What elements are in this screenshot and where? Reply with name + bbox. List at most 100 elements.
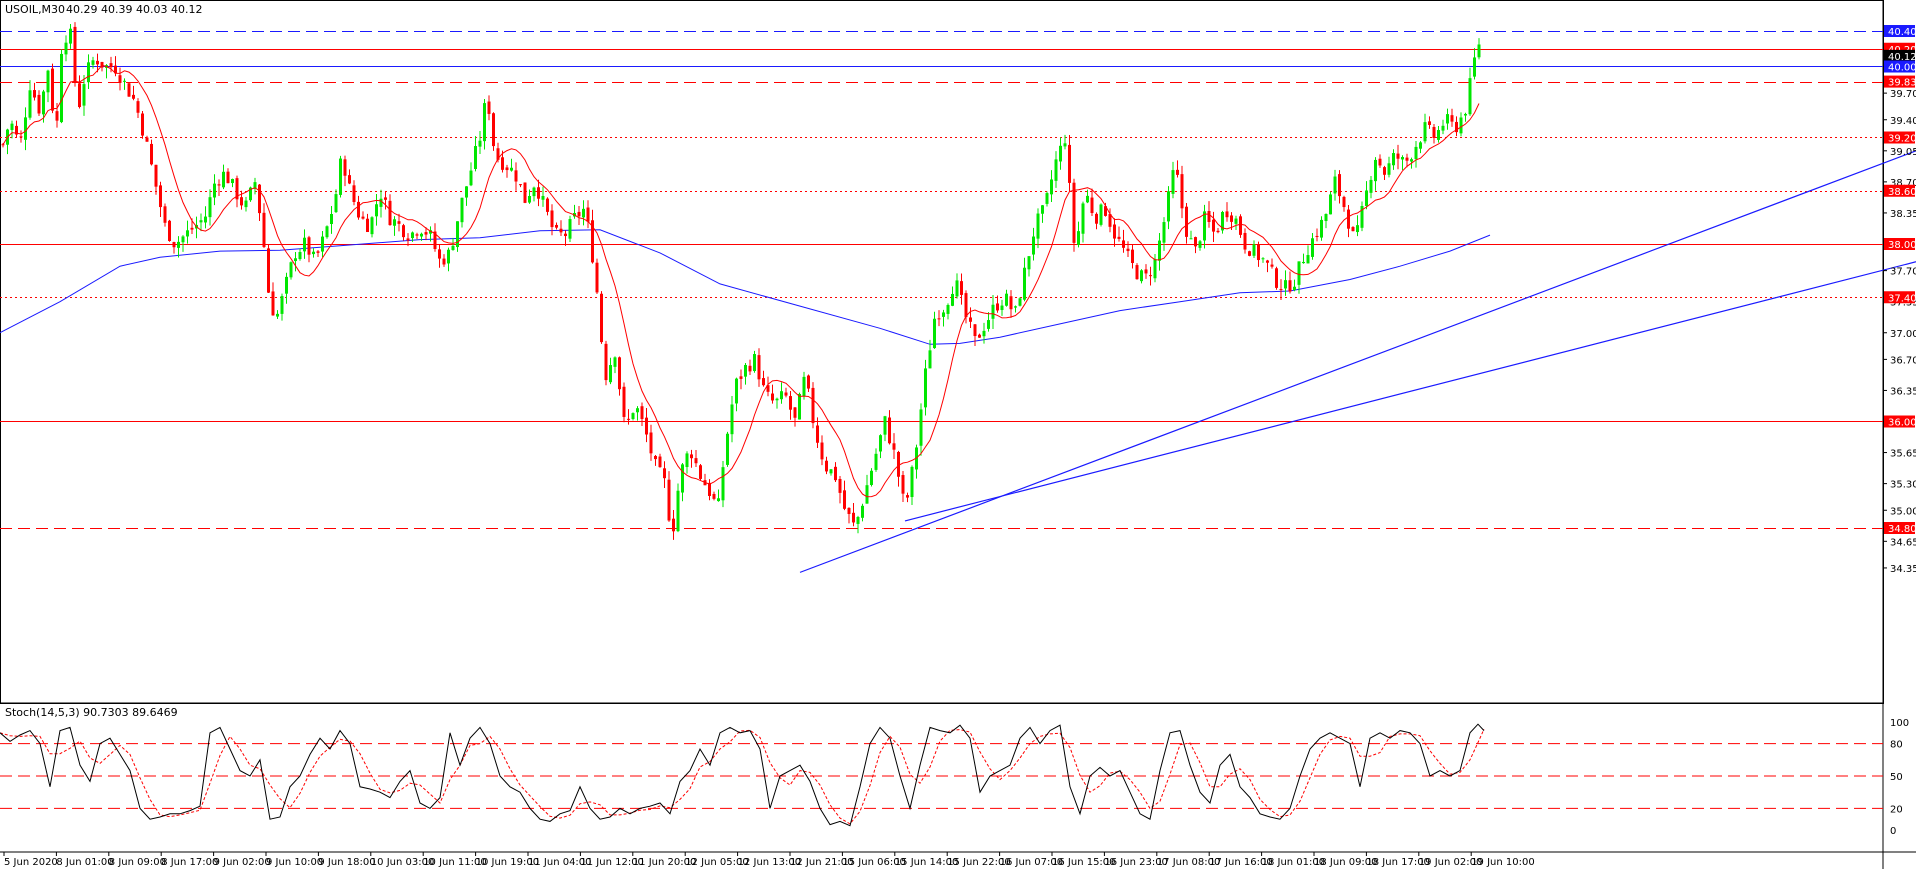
ma-fast-line xyxy=(2,64,1480,498)
candle-body xyxy=(1113,224,1116,239)
candle-body xyxy=(1252,244,1256,256)
stoch-signal-line xyxy=(0,728,1485,825)
candle-body xyxy=(595,262,599,293)
candle-body xyxy=(15,125,18,135)
candle xyxy=(712,491,716,501)
price-tick-label: 38.70 xyxy=(1890,178,1916,189)
candle xyxy=(1315,228,1319,242)
candle-body xyxy=(969,317,972,322)
candle-body xyxy=(1239,216,1242,235)
candle xyxy=(1009,290,1013,318)
candle xyxy=(226,168,230,184)
candle-body xyxy=(447,249,450,264)
price-tick-label: 39.70 xyxy=(1890,89,1916,100)
price-label-box xyxy=(1884,184,1915,197)
candle-body xyxy=(163,206,167,223)
candle-body xyxy=(870,470,873,485)
candle xyxy=(375,194,378,226)
candle xyxy=(717,489,720,502)
candle xyxy=(6,128,9,155)
candle-body xyxy=(852,512,855,523)
candle xyxy=(118,67,122,91)
candle-body xyxy=(825,460,828,472)
candle-body xyxy=(789,396,792,410)
time-tick-label: 10 Jun 03:00 xyxy=(371,857,435,868)
time-tick-label: 16 Jun 07:00 xyxy=(1000,857,1064,868)
candle xyxy=(528,189,531,204)
candle-body xyxy=(1104,206,1107,216)
candle xyxy=(762,370,765,387)
candle xyxy=(1414,140,1418,168)
candle xyxy=(654,454,657,466)
candle-body xyxy=(577,211,581,217)
candle xyxy=(609,357,612,385)
candle xyxy=(793,407,797,427)
candle-body xyxy=(1086,195,1089,203)
candle xyxy=(60,49,63,124)
candle xyxy=(658,453,662,468)
candle-body xyxy=(285,276,288,294)
stochastic-lines xyxy=(0,723,1485,827)
candle-body xyxy=(1153,259,1157,279)
candle-body xyxy=(1320,219,1323,238)
candle-body xyxy=(96,60,99,65)
candle xyxy=(1477,38,1481,60)
candle-body xyxy=(618,357,621,390)
candle xyxy=(726,431,729,467)
candle xyxy=(78,75,81,109)
candle xyxy=(100,61,104,72)
candle-body xyxy=(415,234,419,236)
candle-body xyxy=(1117,236,1121,239)
candle xyxy=(735,377,738,412)
candle-body xyxy=(294,258,297,262)
candle-body xyxy=(942,312,945,317)
candle-body xyxy=(753,354,756,372)
price-label-box xyxy=(1884,75,1915,88)
chart-symbol-title: USOIL,M30 xyxy=(5,3,65,16)
candle-body xyxy=(420,233,423,237)
candle-body xyxy=(1369,179,1373,193)
candle xyxy=(1257,241,1260,267)
candle-body xyxy=(771,393,774,401)
candle xyxy=(1063,134,1067,150)
candle-body xyxy=(141,113,144,136)
candle-body xyxy=(190,227,194,230)
candle-body xyxy=(856,517,860,524)
candle-body xyxy=(1306,255,1310,264)
candle-body xyxy=(1212,219,1215,232)
candle-body xyxy=(1257,244,1260,261)
candle-body xyxy=(613,357,617,367)
candle xyxy=(465,186,468,206)
candle xyxy=(771,384,774,404)
candle-body xyxy=(168,220,171,241)
candle xyxy=(681,462,684,502)
price-tick-label: 39.40 xyxy=(1890,116,1916,127)
candle-body xyxy=(1405,157,1409,161)
candle-body xyxy=(1072,182,1076,243)
candle xyxy=(1018,297,1022,307)
candle-body xyxy=(123,80,126,82)
candle xyxy=(181,235,185,252)
candle-body xyxy=(1459,117,1463,134)
candle xyxy=(397,213,401,232)
candle xyxy=(366,213,369,233)
candle xyxy=(1023,257,1026,302)
candle-body xyxy=(901,475,905,494)
candle xyxy=(244,196,248,212)
candle-body xyxy=(91,60,95,65)
candle xyxy=(1437,126,1440,143)
candle xyxy=(825,456,828,475)
stoch-tick-label: 0 xyxy=(1890,826,1896,837)
candle xyxy=(843,480,846,511)
candle-body xyxy=(186,230,189,237)
candle-body xyxy=(1275,268,1278,288)
candle-body xyxy=(442,258,446,265)
candle-body xyxy=(438,249,441,259)
candle xyxy=(82,74,86,116)
candle-body xyxy=(726,433,729,465)
candle xyxy=(127,82,131,97)
candle xyxy=(1459,112,1463,137)
candle-body xyxy=(366,218,369,233)
candle xyxy=(1081,201,1085,243)
